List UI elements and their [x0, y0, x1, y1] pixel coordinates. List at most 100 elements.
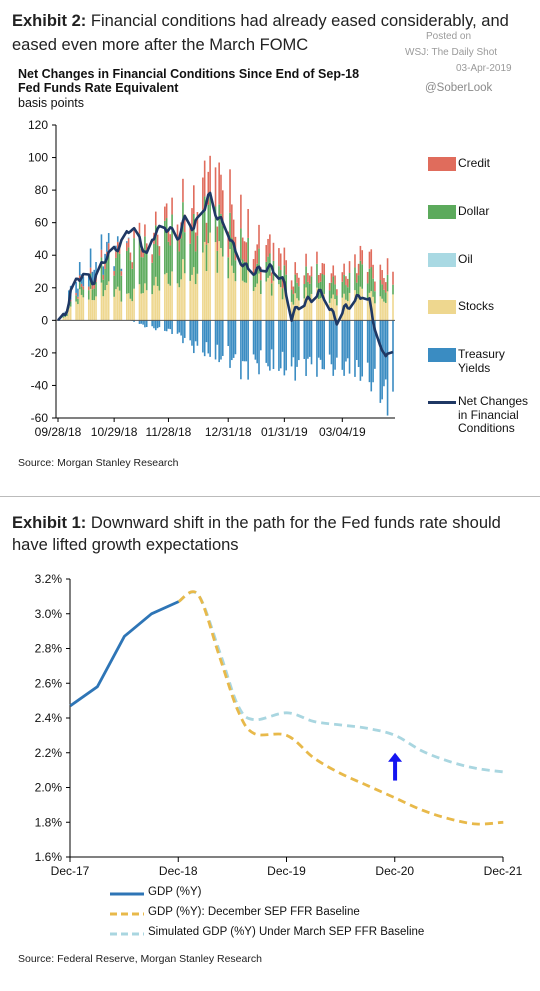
bar-dollar	[278, 266, 280, 285]
bar-stocks	[165, 272, 168, 321]
bar-dollar	[283, 265, 286, 285]
bar-dollar	[374, 291, 376, 304]
bar-credit	[278, 248, 280, 267]
bar-dollar	[256, 263, 258, 284]
bar-treasury	[102, 266, 105, 275]
bar-credit	[189, 225, 191, 244]
bar-credit	[383, 278, 385, 290]
watermark-posted-on: Posted on	[426, 31, 472, 42]
bar-credit	[169, 234, 172, 246]
bar-credit	[370, 249, 373, 268]
bar-treasury	[133, 320, 135, 322]
bar-credit	[247, 209, 249, 238]
bar-dollar	[258, 248, 260, 274]
bar-dollar	[227, 257, 230, 279]
bar-treasury	[285, 320, 287, 371]
bar-treasury	[321, 320, 324, 370]
bar-credit	[357, 263, 360, 276]
bar-dollar	[240, 228, 242, 261]
bar-treasury	[176, 320, 179, 334]
bar-stocks	[221, 256, 224, 321]
bar-dollar	[260, 280, 262, 294]
bar-treasury	[308, 320, 311, 357]
bar-stocks	[194, 284, 197, 321]
bar-stocks	[115, 289, 117, 321]
bar-treasury	[77, 288, 79, 297]
watermark-handle: @SoberLook	[425, 82, 493, 94]
bar-credit	[279, 253, 282, 271]
bar-treasury	[310, 320, 313, 365]
bar-stocks	[171, 271, 173, 321]
bar-credit	[317, 274, 320, 283]
bar-dollar	[346, 287, 349, 302]
bar-credit	[129, 252, 132, 261]
bar-treasury	[95, 262, 97, 277]
bar-credit	[77, 296, 79, 299]
bar-dollar	[95, 281, 97, 297]
bar-credit	[292, 286, 295, 295]
bar-dollar	[87, 290, 90, 300]
bar-dollar	[372, 278, 374, 297]
bar-dollar	[379, 280, 382, 297]
bar-credit	[354, 254, 356, 268]
bar-treasury	[145, 320, 148, 328]
bar-treasury	[366, 320, 369, 363]
bar-credit	[82, 286, 85, 290]
bar-stocks	[296, 298, 298, 321]
bar-dollar	[154, 225, 157, 277]
bar-dollar	[308, 283, 311, 299]
bar-dollar	[167, 241, 170, 284]
bar-treasury	[290, 320, 293, 367]
bar-treasury	[191, 320, 193, 346]
bar-treasury	[216, 320, 219, 345]
y-tick-label: 3.2%	[35, 572, 63, 586]
bar-dollar	[194, 251, 197, 285]
bar-stocks	[214, 242, 217, 321]
bar-dollar	[216, 250, 219, 273]
bar-credit	[142, 248, 144, 258]
y-tick-label: 20	[35, 281, 49, 295]
bar-stocks	[307, 296, 309, 321]
bar-stocks	[240, 260, 242, 321]
bar-stocks	[229, 248, 231, 321]
bar-credit	[319, 273, 322, 282]
bar-treasury	[323, 320, 325, 370]
bar-stocks	[317, 298, 320, 321]
bar-credit	[229, 169, 231, 213]
bar-stocks	[332, 294, 335, 321]
bar-stocks	[182, 259, 184, 321]
bar-dollar	[158, 255, 161, 291]
bar-credit	[379, 264, 382, 281]
bar-stocks	[381, 298, 383, 321]
bar-credit	[281, 277, 284, 289]
exhibit1-heading: Exhibit 1: Downward shift in the path fo…	[12, 512, 501, 534]
bar-credit	[290, 280, 293, 290]
bar-stocks	[303, 298, 306, 321]
bar-stocks	[142, 293, 144, 321]
bar-treasury	[158, 320, 161, 328]
legend-dec-sep-label: GDP (%Y): December SEP FFR Baseline	[148, 906, 360, 918]
bar-stocks	[144, 283, 146, 321]
y-tick-label: 80	[35, 183, 49, 197]
bar-treasury	[319, 320, 322, 360]
bar-stocks	[78, 289, 81, 321]
bar-credit	[104, 262, 106, 269]
bar-credit	[93, 284, 96, 289]
bar-credit	[334, 275, 336, 285]
bar-dollar	[102, 279, 105, 297]
x-tick-label: Dec-17	[51, 864, 90, 878]
bar-dollar	[341, 281, 344, 298]
bar-treasury	[354, 320, 356, 377]
bar-treasury	[227, 320, 230, 347]
bar-credit	[265, 245, 268, 262]
bar-treasury	[180, 320, 182, 336]
bar-stocks	[258, 273, 260, 321]
bar-stocks	[285, 291, 287, 321]
bar-dollar	[144, 236, 146, 284]
bar-stocks	[202, 252, 204, 321]
watermark-outlet: WSJ: The Daily Shot	[405, 47, 498, 58]
bar-stocks	[183, 273, 186, 321]
legend-oil-swatch	[428, 253, 456, 267]
bar-treasury	[205, 320, 208, 343]
bar-credit	[75, 292, 77, 296]
